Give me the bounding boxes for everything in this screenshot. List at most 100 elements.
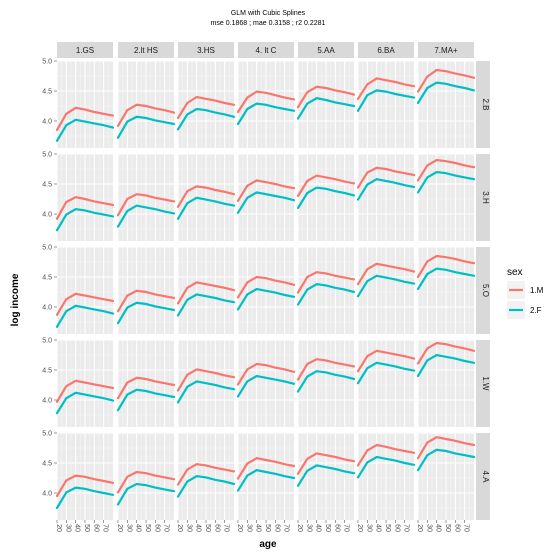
- series-line-female: [176, 380, 236, 404]
- series-line-male: [236, 457, 296, 480]
- x-axis-title: age: [259, 539, 277, 550]
- series-line-female: [356, 89, 416, 112]
- x-tick-label: 60: [153, 524, 160, 532]
- x-tick-label: 20: [356, 524, 363, 532]
- legend: sex 1.M 2.F: [507, 267, 544, 319]
- facet-panel: [55, 339, 115, 427]
- x-tick-label: 30: [425, 524, 432, 532]
- facet-panel: [416, 153, 476, 241]
- x-tick-label: 20: [176, 524, 183, 532]
- series-line-female: [416, 267, 476, 291]
- column-strip-label: 4. lt C: [256, 46, 277, 55]
- column-strip: [238, 42, 294, 58]
- chart-subtitle: mse 0.1868 ; mae 0.3158 ; r2 0.2281: [211, 20, 326, 27]
- series-line-female: [236, 287, 296, 311]
- series-line-male: [116, 470, 176, 494]
- y-tick-label: 4.0: [42, 491, 52, 498]
- y-tick-label: 4.5: [42, 461, 52, 468]
- x-tick-label: 40: [255, 524, 262, 532]
- y-tick-label: 4.5: [42, 89, 52, 96]
- x-tick-label: 20: [116, 524, 123, 532]
- column-strip: [358, 42, 414, 58]
- row-strip-label: 5.O: [481, 284, 490, 297]
- x-tick-label: 50: [204, 524, 211, 532]
- y-tick-label: 4.0: [42, 119, 52, 126]
- series-line-male: [356, 443, 416, 467]
- series-line-female: [296, 186, 356, 210]
- facet-panel: [236, 60, 296, 148]
- facet-panel: [176, 153, 236, 241]
- series-line-male: [356, 166, 416, 189]
- x-tick-label: 50: [444, 524, 451, 532]
- series-line-male: [176, 281, 236, 305]
- series-line-male: [116, 289, 176, 313]
- row-strip-label: 3.H: [481, 191, 490, 204]
- facet-panel: [296, 339, 356, 427]
- facet-panel: [116, 60, 176, 148]
- series-line-female: [55, 118, 115, 142]
- facet-panel: [55, 246, 115, 334]
- x-tick-label: 20: [55, 524, 62, 532]
- row-strip: [476, 433, 490, 520]
- y-tick-label: 4.0: [42, 212, 52, 219]
- series-line-male: [176, 185, 236, 208]
- x-tick-label: 40: [195, 524, 202, 532]
- series-line-male: [296, 358, 356, 381]
- series-line-female: [236, 374, 296, 398]
- y-tick-label: 5.0: [42, 152, 52, 159]
- x-tick-label: 50: [384, 524, 391, 532]
- series-line-female: [236, 191, 296, 214]
- facet-panel: [356, 432, 416, 520]
- series-line-male: [416, 254, 476, 279]
- series-line-male: [55, 196, 115, 220]
- series-line-female: [55, 208, 115, 232]
- x-tick-label: 70: [403, 524, 410, 532]
- facet-panel: [296, 60, 356, 148]
- row-strip: [476, 154, 490, 241]
- series-line-female: [416, 170, 476, 194]
- series-line-female: [296, 97, 356, 120]
- row-strip: [476, 61, 490, 148]
- facet-panel: [116, 339, 176, 427]
- x-tick-label: 30: [125, 524, 132, 532]
- facet-panel: [236, 153, 296, 241]
- series-line-female: [356, 178, 416, 201]
- column-strip: [298, 42, 354, 58]
- facet-panel: [296, 246, 356, 334]
- x-tick-label: 20: [296, 524, 303, 532]
- x-tick-label: 30: [365, 524, 372, 532]
- series-line-male: [55, 379, 115, 403]
- column-strip: [178, 42, 234, 58]
- facet-panel: [116, 432, 176, 520]
- facet-panel: [116, 246, 176, 334]
- x-tick-label: 30: [185, 524, 192, 532]
- x-tick-label: 30: [64, 524, 71, 532]
- series-line-female: [55, 486, 115, 510]
- x-tick-label: 70: [163, 524, 170, 532]
- y-tick-label: 4.0: [42, 305, 52, 312]
- series-line-male: [236, 90, 296, 114]
- series-line-male: [55, 292, 115, 316]
- facet-panels: 1.GS 2.lt HS 3.HS 4. lt C 5.AA 6.BA 7.MA+ 2.B 3.…: [42, 42, 490, 532]
- x-tick-label: 30: [305, 524, 312, 532]
- x-tick-label: 70: [223, 524, 230, 532]
- column-strip-label: 2.lt HS: [134, 46, 158, 55]
- series-line-female: [296, 283, 356, 306]
- series-line-female: [116, 115, 176, 139]
- row-strip: [476, 340, 490, 427]
- x-tick-label: 20: [416, 524, 423, 532]
- column-strip-label: 3.HS: [197, 46, 215, 55]
- x-tick-label: 40: [74, 524, 81, 532]
- facet-panel: [416, 339, 476, 427]
- series-line-male: [176, 463, 236, 486]
- legend-label-1-m: 1.M: [530, 286, 544, 295]
- x-tick-label: 40: [315, 524, 322, 532]
- column-strip-label: 7.MA+: [434, 46, 458, 55]
- column-strip: [57, 42, 113, 58]
- y-tick-label: 4.0: [42, 398, 52, 405]
- series-line-female: [55, 304, 115, 328]
- series-line-male: [296, 271, 356, 294]
- series-line-female: [176, 475, 236, 498]
- facet-panel: [55, 432, 115, 520]
